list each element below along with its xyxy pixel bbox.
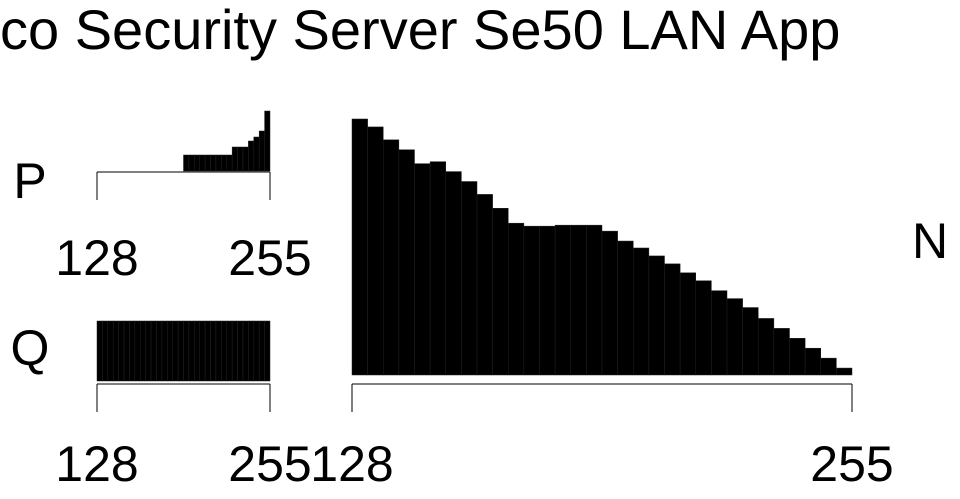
bar [112,320,119,382]
bar [102,320,109,382]
bar [215,320,222,382]
bar [461,181,478,376]
bar [711,290,728,376]
bar [601,230,618,376]
bar [123,320,130,382]
bar [726,298,743,376]
bar [836,367,853,376]
bar [351,118,368,376]
bar [248,320,255,382]
bar [523,225,540,376]
bar [194,320,200,382]
bar [586,224,603,376]
bar [664,263,681,376]
bar [264,110,271,172]
bar [210,320,217,382]
bar [167,320,173,382]
bar [492,208,509,376]
bar [172,320,179,382]
bar [758,318,775,376]
bar [226,320,233,382]
bar [820,357,837,376]
bar [177,320,184,382]
bar [633,247,650,376]
bar [96,320,103,382]
bar [617,240,634,376]
bar [253,136,260,172]
bar [258,320,265,382]
bar [258,130,265,172]
bar [188,320,195,382]
panel-label: P [13,153,46,209]
bar [554,224,571,376]
bar [194,154,200,172]
bar [445,171,462,376]
panel-label: N [912,213,948,269]
bar [476,194,493,376]
bar [221,320,227,382]
bar [204,154,211,172]
bar [264,320,271,382]
x-tick-label: 255 [228,436,311,492]
bar [248,140,255,172]
bar [140,320,146,382]
bar [145,320,152,382]
bar [508,222,525,376]
bar [789,338,806,376]
bar [237,320,244,382]
bar [429,161,446,376]
bar [695,280,712,376]
panel-label: Q [11,320,50,376]
x-tick-label: 128 [310,436,393,492]
bar [539,225,556,376]
bar [107,320,114,382]
bar [161,320,168,382]
bar [253,320,260,382]
bar [237,146,244,172]
bar [231,146,238,172]
bar [204,320,211,382]
bar [150,320,157,382]
bar [648,255,665,376]
bar [570,224,587,376]
bar [242,320,249,382]
bar [679,272,696,376]
bar [383,139,400,376]
bar [199,154,206,172]
bar [773,328,790,376]
bar [199,320,206,382]
x-tick-label: 255 [228,230,311,286]
x-tick-label: 128 [55,230,138,286]
bar [118,320,125,382]
bar [156,320,163,382]
bar [215,154,222,172]
bar [804,347,821,376]
chart-title: co Security Server Se50 LAN App [0,0,840,61]
bar [398,149,415,376]
bar [242,146,249,172]
bar [188,154,195,172]
bar [183,154,190,172]
bar [367,126,384,376]
bar [183,320,190,382]
bar [134,320,141,382]
x-tick-label: 128 [55,436,138,492]
bar [210,154,217,172]
bar [129,320,136,382]
bar [231,320,238,382]
bar [226,154,233,172]
bar [742,307,759,376]
bar [414,163,431,376]
bar [221,154,227,172]
x-tick-label: 255 [810,436,893,492]
